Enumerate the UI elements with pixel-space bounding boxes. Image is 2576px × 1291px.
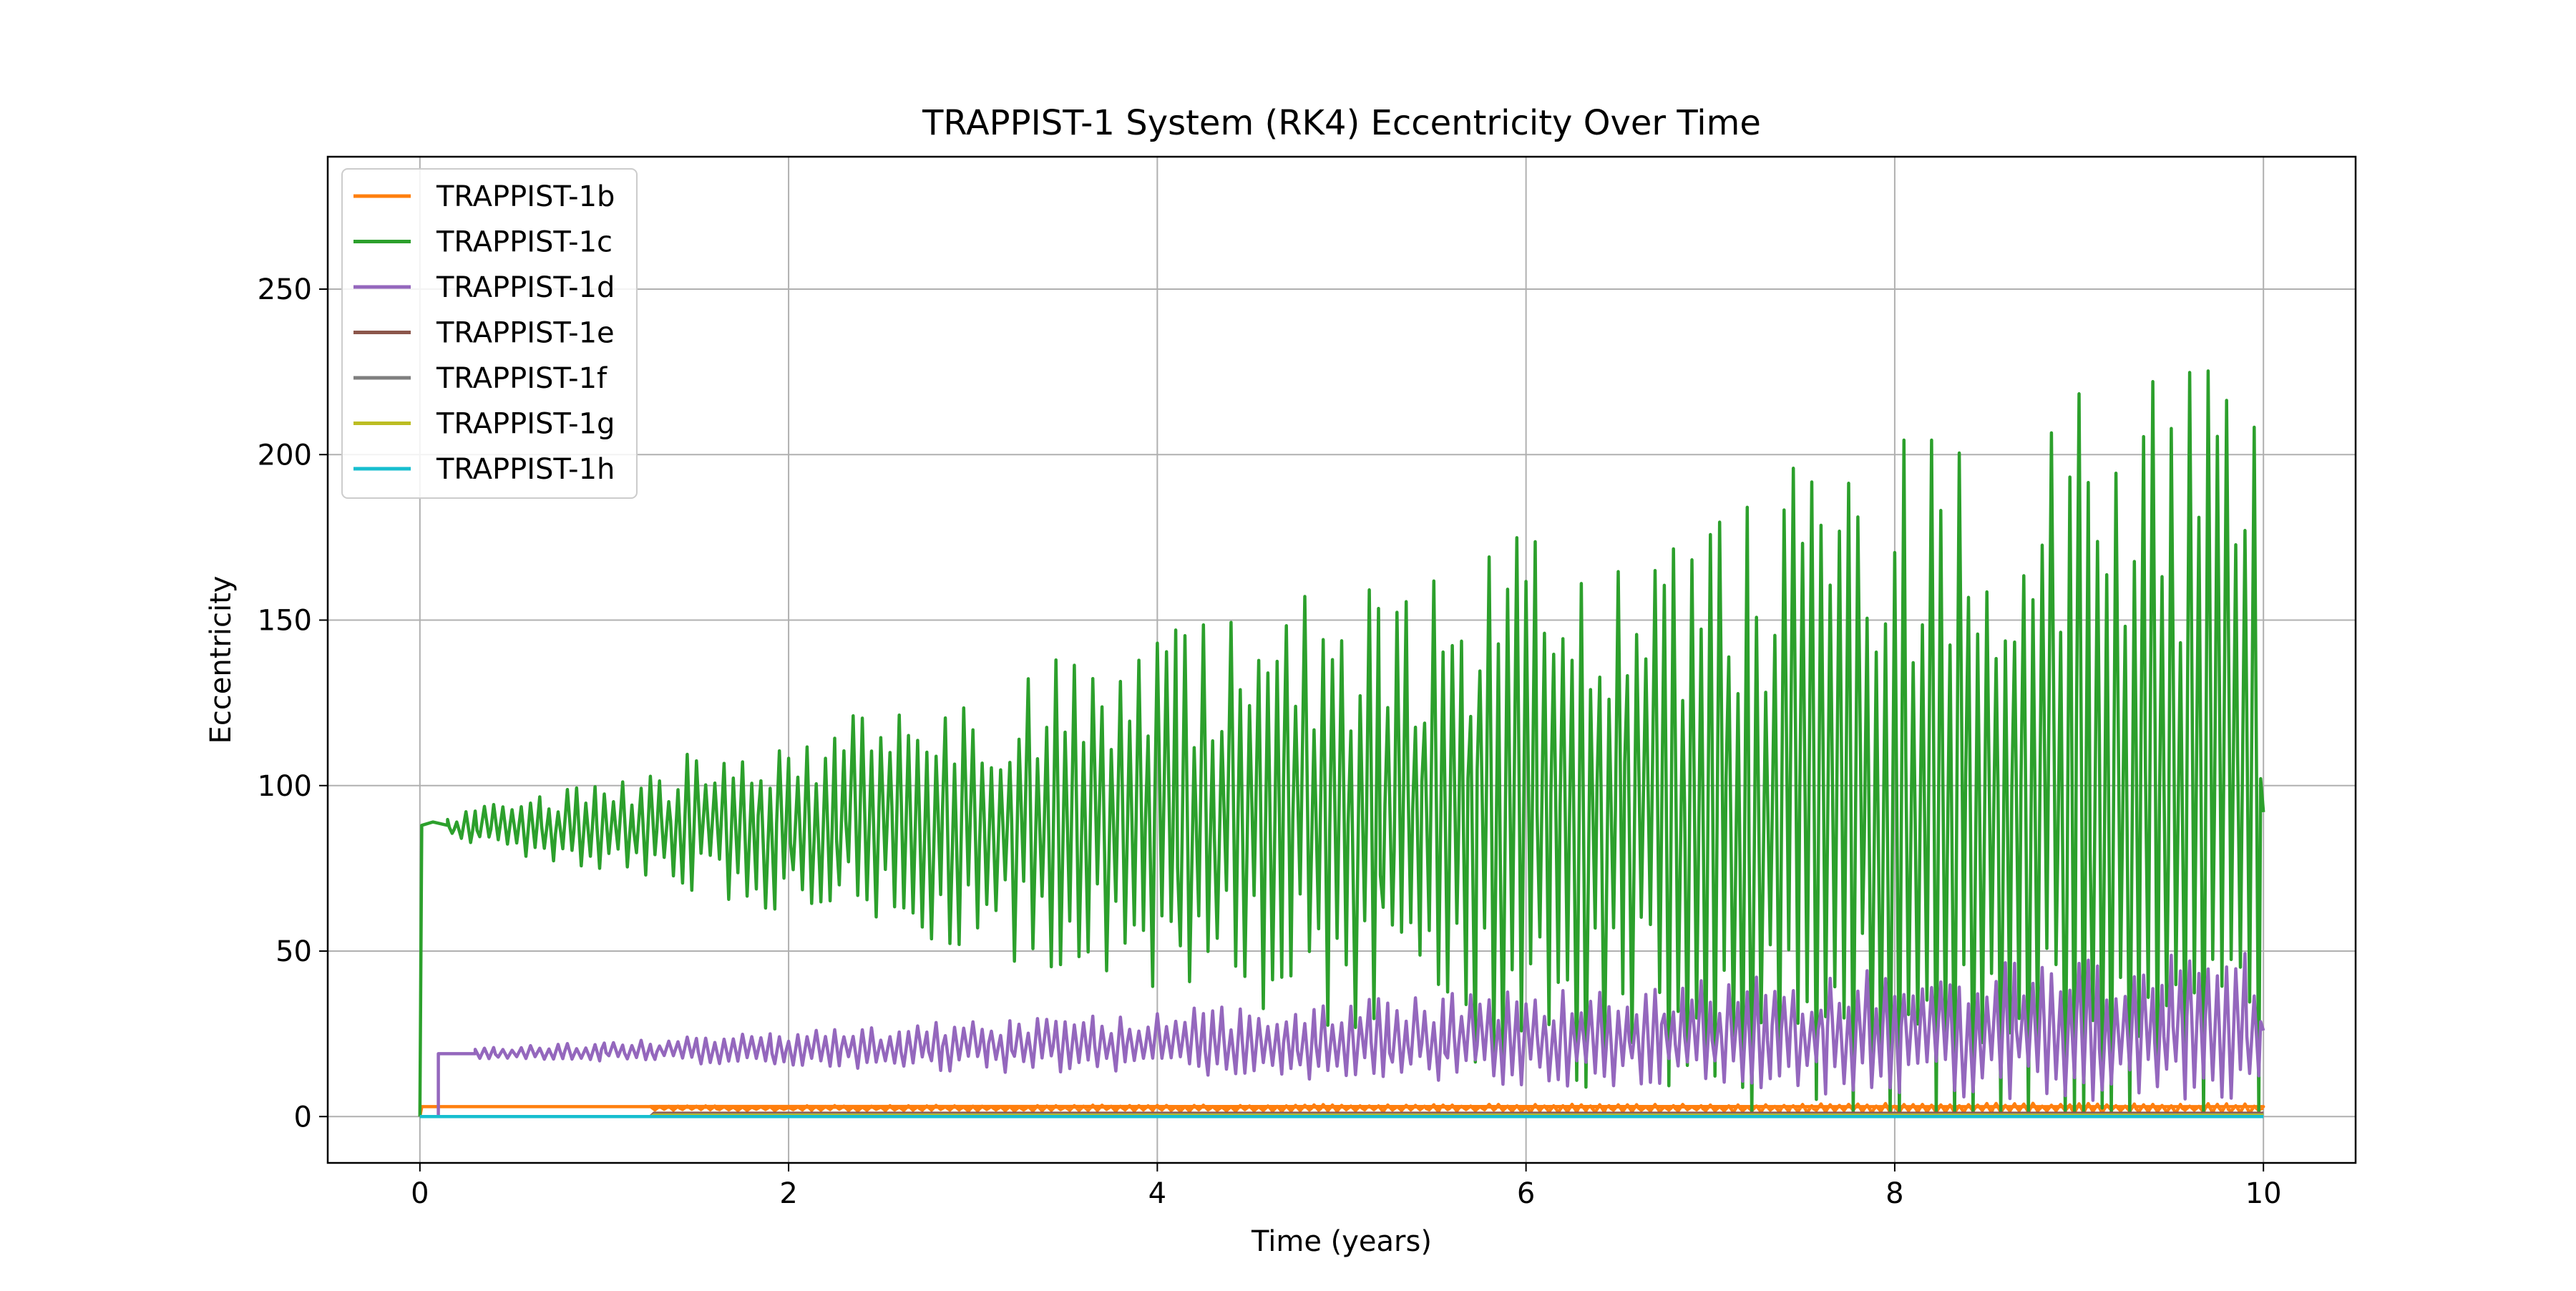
y-tick-label: 200	[258, 439, 312, 472]
y-tick-label: 100	[258, 770, 312, 803]
y-tick-label: 250	[258, 273, 312, 306]
series-layer	[418, 369, 2265, 1119]
x-tick-label: 8	[1885, 1177, 1903, 1210]
legend-label: TRAPPIST-1h	[436, 453, 615, 486]
y-tick-label: 150	[258, 605, 312, 638]
legend: TRAPPIST-1b TRAPPIST-1c TRAPPIST-1d TRAPPIS…	[341, 168, 638, 499]
x-tick-label: 4	[1148, 1177, 1166, 1210]
legend-box	[341, 168, 638, 499]
x-tick-label: 6	[1517, 1177, 1535, 1210]
chart-title: TRAPPIST-1 System (RK4) Eccentricity Ove…	[922, 103, 1761, 143]
legend-label: TRAPPIST-1c	[436, 226, 613, 259]
legend-label: TRAPPIST-1d	[436, 271, 615, 304]
axes-frame	[326, 155, 2357, 1164]
plot-area	[418, 369, 2265, 1119]
legend-label: TRAPPIST-1f	[436, 362, 608, 395]
legend-label: TRAPPIST-1e	[436, 317, 615, 350]
series-line-trappist-1b	[418, 1101, 2265, 1117]
series-line-trappist-1d	[419, 952, 2265, 1119]
x-tick-label: 2	[779, 1177, 797, 1210]
x-tick-label: 0	[411, 1177, 429, 1210]
y-tick-label: 0	[294, 1101, 312, 1134]
y-tick-label: 50	[275, 935, 312, 968]
legend-label: TRAPPIST-1g	[436, 408, 615, 441]
y-axis-label: Eccentricity	[205, 576, 238, 744]
legend-label: TRAPPIST-1b	[436, 180, 615, 213]
x-axis-label: Time (years)	[1251, 1225, 1432, 1258]
x-tick-label: 10	[2245, 1177, 2282, 1210]
series-line-trappist-1c	[418, 369, 2265, 1118]
